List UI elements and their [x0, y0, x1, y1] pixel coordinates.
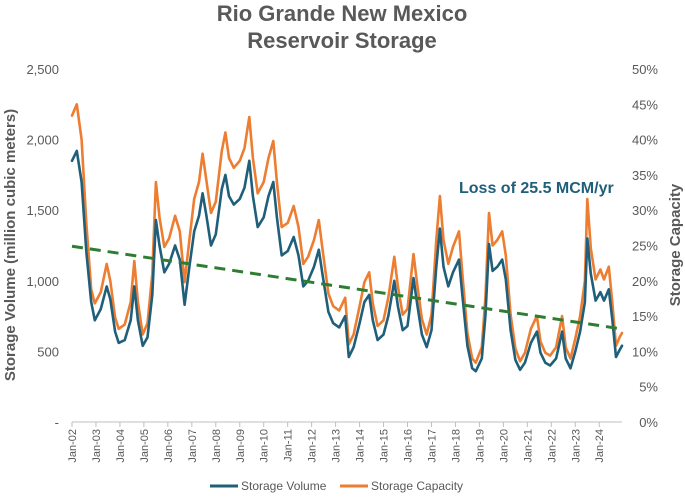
- x-tick-label: Jan-19: [474, 429, 486, 463]
- x-tick-label: Jan-13: [331, 429, 343, 463]
- y2-axis-label: Storage Capacity: [667, 183, 684, 306]
- y-tick-label: -: [55, 415, 59, 430]
- y2-tick-label: 20%: [632, 274, 658, 289]
- x-tick-label: Jan-21: [522, 429, 534, 463]
- y-tick-label: 2,000: [26, 133, 59, 148]
- y2-tick-label: 10%: [632, 344, 658, 359]
- x-tick-label: Jan-14: [355, 429, 367, 463]
- y2-tick-label: 30%: [632, 203, 658, 218]
- y-tick-label: 1,500: [26, 203, 59, 218]
- x-tick-label: Jan-03: [91, 429, 103, 463]
- x-tick-label: Jan-12: [307, 429, 319, 463]
- x-tick-label: Jan-17: [426, 429, 438, 463]
- x-tick-label: Jan-24: [594, 429, 606, 463]
- y2-tick-label: 0%: [639, 415, 658, 430]
- series-line-storage-capacity: [70, 103, 624, 364]
- x-tick-label: Jan-04: [115, 429, 127, 463]
- chart-title-line-1: Rio Grande New Mexico: [217, 1, 468, 26]
- y2-tick-label: 45%: [632, 97, 658, 112]
- y2-tick-label: 5%: [639, 380, 658, 395]
- y-tick-label: 500: [37, 344, 59, 359]
- x-tick-label: Jan-09: [235, 429, 247, 463]
- x-tick-label: Jan-08: [211, 429, 223, 463]
- x-tick-label: Jan-23: [570, 429, 582, 463]
- series-layer: [70, 103, 624, 373]
- y2-axis-ticks: 0% 5% 10% 15% 20% 25% 30% 35% 40% 45% 50%: [632, 62, 658, 430]
- x-tick-label: Jan-18: [450, 429, 462, 463]
- y-tick-label: 1,000: [26, 274, 59, 289]
- x-tick-label: Jan-06: [163, 429, 175, 463]
- x-tick-label: Jan-10: [259, 429, 271, 463]
- x-tick-label: Jan-02: [67, 429, 79, 463]
- trend-annotation: Loss of 25.5 MCM/yr: [459, 180, 614, 197]
- y2-tick-label: 25%: [632, 239, 658, 254]
- x-tick-label: Jan-11: [283, 429, 295, 462]
- y2-tick-label: 35%: [632, 168, 658, 183]
- x-tick-label: Jan-16: [403, 429, 415, 463]
- y2-tick-label: 40%: [632, 133, 658, 148]
- series-line-storage-volume: [70, 149, 624, 373]
- x-tick-label: Jan-20: [498, 429, 510, 463]
- chart-title-line-2: Reservoir Storage: [247, 28, 437, 53]
- x-tick-label: Jan-07: [187, 429, 199, 463]
- x-tick-label: Jan-15: [379, 429, 391, 463]
- y-axis-ticks: - 500 1,000 1,500 2,000 2,500: [26, 62, 59, 430]
- y2-tick-label: 15%: [632, 309, 658, 324]
- trend-line: [71, 244, 622, 331]
- legend-label-storage-capacity: Storage Capacity: [371, 479, 463, 493]
- y2-tick-label: 50%: [632, 62, 658, 77]
- y-axis-label: Storage Volume (million cubic meters): [2, 109, 19, 381]
- x-tick-label: Jan-05: [139, 429, 151, 463]
- x-axis-ticks: Jan-02 Jan-03 Jan-04 Jan-05 Jan-06 Jan-07 Jan-…: [67, 422, 606, 463]
- legend: Storage Volume Storage Capacity: [210, 479, 463, 493]
- legend-label-storage-volume: Storage Volume: [241, 479, 327, 493]
- y-tick-label: 2,500: [26, 62, 59, 77]
- x-tick-label: Jan-22: [546, 429, 558, 463]
